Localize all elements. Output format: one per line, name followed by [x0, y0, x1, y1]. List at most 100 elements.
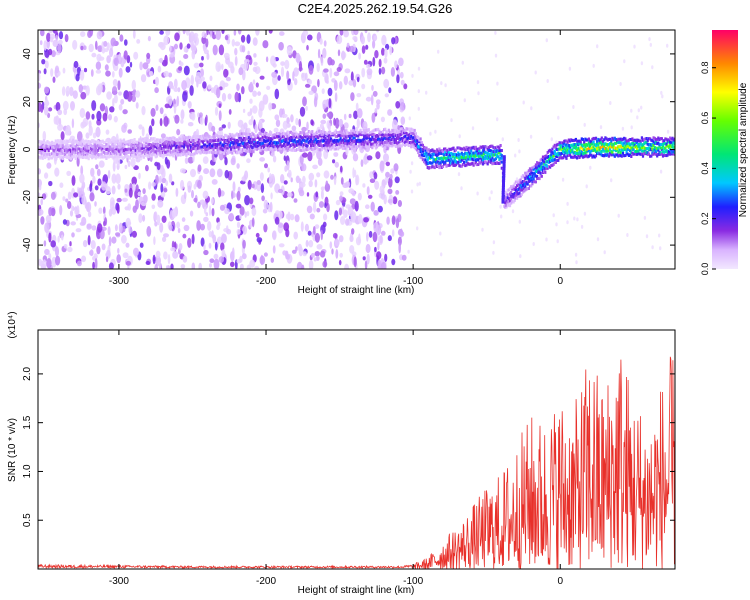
spectrogram-noise-cell [375, 151, 381, 160]
spectrogram-noise-cell [59, 182, 64, 188]
spectrogram-signal-cell [647, 143, 650, 147]
spectrogram-signal-cell [270, 146, 273, 150]
spectrogram-noise-cell [87, 235, 91, 246]
spectrogram-signal-cell [47, 152, 50, 156]
spectrogram-noise-cell [147, 35, 151, 42]
spectrogram-noise-cell [79, 69, 85, 81]
spectrogram-signal-cell [511, 195, 514, 199]
spectrogram-signal-cell [81, 151, 84, 155]
spectrogram-signal-cell [419, 150, 422, 154]
spectrogram-noise-cell [367, 32, 371, 43]
spectrogram-noise-cell [302, 251, 307, 257]
spectrogram-noise-cell [337, 49, 341, 57]
spectrogram-signal-cell [511, 193, 514, 196]
spectrogram-noise-cell [138, 124, 143, 130]
spectrogram-signal-cell [231, 133, 234, 137]
spectrogram-signal-cell [551, 151, 554, 155]
spectrogram-signal-cell [305, 134, 308, 138]
spectrogram-signal-cell [474, 161, 477, 164]
spectrogram-signal-cell [540, 167, 543, 171]
spectrogram-signal-cell [52, 148, 55, 152]
spectrogram-signal-cell [643, 149, 646, 153]
spectrogram-noise-cell [155, 104, 159, 111]
spectrogram-signal-cell [200, 145, 203, 149]
spectrogram-signal-cell [315, 131, 319, 134]
spectrogram-signal-cell [106, 155, 109, 159]
spectrogram-signal-cell [330, 133, 333, 137]
spectrogram-noise-cell [183, 224, 190, 232]
spectrogram-signal-cell [61, 146, 64, 150]
spectrogram-signal-cell [287, 133, 290, 137]
spectrogram-signal-cell [669, 152, 672, 156]
spectrogram-noise-cell [169, 45, 172, 52]
spectrogram-signal-cell [160, 152, 163, 155]
spectrogram-noise-cell [94, 185, 99, 191]
spectrogram-noise-cell [221, 233, 227, 244]
spectrogram-signal-cell [70, 152, 73, 156]
spectrogram-signal-cell [108, 140, 111, 144]
spectrogram-signal-cell [459, 155, 462, 159]
spectrogram-signal-cell [576, 151, 579, 155]
spectrogram-signal-cell [66, 139, 69, 143]
spectrogram-noise-cell [221, 63, 224, 70]
spectrogram-signal-cell [620, 148, 623, 152]
spectrogram-noise-cell [222, 82, 229, 88]
spectrogram-signal-cell [368, 140, 372, 144]
spectrogram-signal-cell [373, 138, 376, 142]
spectrogram-signal-cell [185, 143, 188, 147]
spectrogram-signal-cell [306, 132, 309, 136]
spectrogram-noise-cell [202, 81, 207, 89]
spectrogram-noise-cell [90, 167, 95, 177]
spectrogram-signal-cell [227, 137, 230, 141]
spectrogram-signal-cell [118, 142, 121, 145]
spectrogram-signal-cell [111, 155, 114, 159]
spectrogram-signal-cell [524, 177, 527, 180]
spectrogram-signal-cell [460, 151, 463, 155]
spectrogram-signal-cell [194, 144, 197, 148]
spectrogram-noise-cell [307, 230, 312, 236]
colorbar-label: Normalized spectral amplitude [738, 82, 749, 217]
spectrogram-signal-cell [631, 151, 634, 155]
spectrogram-signal-cell [45, 141, 48, 145]
spectrogram-signal-cell [301, 136, 304, 140]
spectrogram-noise-cell [623, 59, 626, 64]
spectrogram-signal-cell [368, 131, 372, 135]
spectrogram-noise-cell [209, 30, 213, 38]
spectrogram-signal-cell [358, 130, 361, 134]
spectrogram-noise-cell [249, 81, 254, 92]
spectrogram-signal-cell [592, 140, 595, 144]
spectrogram-signal-cell [378, 139, 381, 143]
spectrogram-signal-cell [199, 139, 202, 143]
spectrogram-noise-cell [107, 169, 111, 179]
spectrogram-signal-cell [581, 138, 585, 141]
spectrogram-noise-cell [57, 123, 64, 131]
spectrogram-signal-cell [118, 155, 121, 159]
spectrogram-signal-cell [233, 138, 236, 142]
spectrogram-signal-cell [597, 151, 600, 155]
spectrogram-signal-cell [131, 138, 134, 142]
spectrogram-signal-cell [525, 172, 528, 176]
spectrogram-signal-cell [398, 130, 401, 134]
spectrogram-signal-cell [553, 143, 556, 147]
spectrogram-noise-cell [317, 157, 323, 166]
spectrogram-signal-cell [596, 151, 599, 155]
spectrogram-signal-cell [618, 145, 621, 149]
spectrogram-noise-cell [121, 225, 126, 233]
spectrogram-signal-cell [617, 145, 620, 149]
spectrogram-signal-cell [250, 147, 253, 151]
spectrogram-noise-cell [226, 228, 232, 235]
spectrogram-signal-cell [237, 139, 240, 143]
spectrogram-signal-cell [478, 147, 481, 151]
spectrogram-signal-cell [74, 145, 77, 149]
spectrogram-signal-cell [40, 145, 43, 149]
spectrogram-noise-cell [273, 127, 279, 133]
spectrogram-signal-cell [439, 161, 442, 165]
spectrogram-signal-cell [141, 146, 144, 150]
spectrogram-signal-cell [77, 153, 80, 157]
spectrogram-noise-cell [403, 83, 408, 90]
spectrogram-signal-cell [332, 139, 335, 143]
spectrogram-noise-cell [576, 217, 579, 222]
spectrogram-noise-cell [114, 224, 118, 232]
spectrogram-signal-cell [250, 144, 253, 148]
spectrogram-signal-cell [420, 141, 423, 145]
